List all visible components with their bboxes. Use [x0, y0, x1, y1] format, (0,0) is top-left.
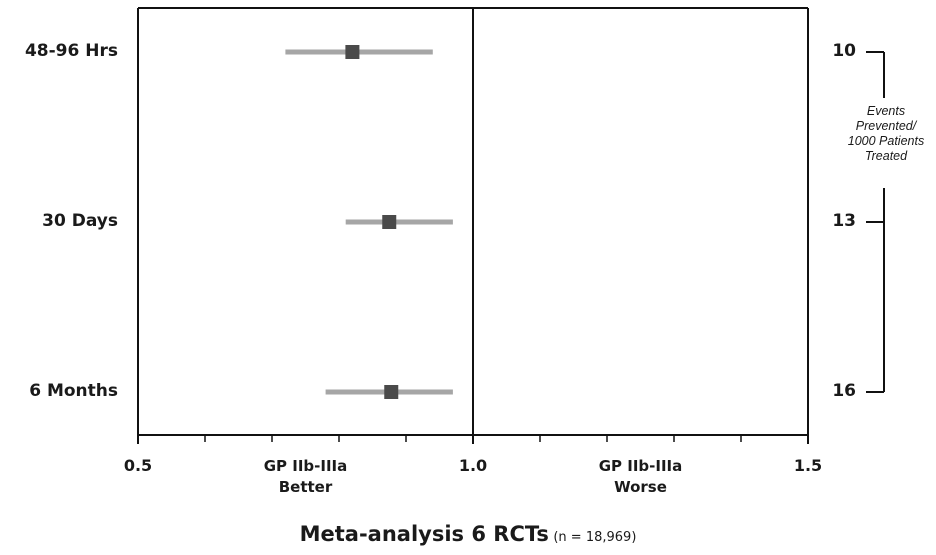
bracket-caption-line: Prevented/	[855, 119, 917, 133]
region-label-line: Better	[278, 478, 333, 496]
row-label: 48-96 Hrs	[24, 41, 118, 61]
events-prevented-value: 10	[832, 41, 856, 61]
bracket-caption-line: Events	[866, 104, 906, 118]
region-label-line: GP IIb-IIIa	[263, 457, 348, 475]
region-label: GP IIb-IIIa Better	[226, 456, 386, 498]
region-label-line: Worse	[614, 478, 667, 496]
point-estimate-marker	[345, 45, 360, 59]
row-label: 6 Months	[29, 381, 118, 401]
bracket-caption-line: 1000 Patients	[847, 134, 925, 148]
x-tick-label: 1.0	[458, 456, 488, 475]
bracket-caption-line: Treated	[864, 149, 908, 163]
region-label: GP IIb-IIIa Worse	[561, 456, 721, 498]
footer-note: (n = 18,969)	[553, 530, 637, 545]
region-label-line: GP IIb-IIIa	[598, 457, 683, 475]
footer-title: Meta-analysis 6 RCTs	[299, 522, 549, 546]
bracket-caption: Events Prevented/ 1000 Patients Treated	[826, 104, 936, 164]
row-label: 30 Days	[42, 211, 118, 231]
point-estimate-marker	[382, 215, 397, 229]
x-tick-label: 0.5	[123, 456, 153, 475]
x-tick-label: 1.5	[793, 456, 823, 475]
chart-footer: Meta-analysis 6 RCTs (n = 18,969)	[0, 522, 936, 546]
events-prevented-value: 16	[832, 381, 856, 401]
events-prevented-value: 13	[832, 211, 856, 231]
point-estimate-marker	[384, 385, 399, 399]
